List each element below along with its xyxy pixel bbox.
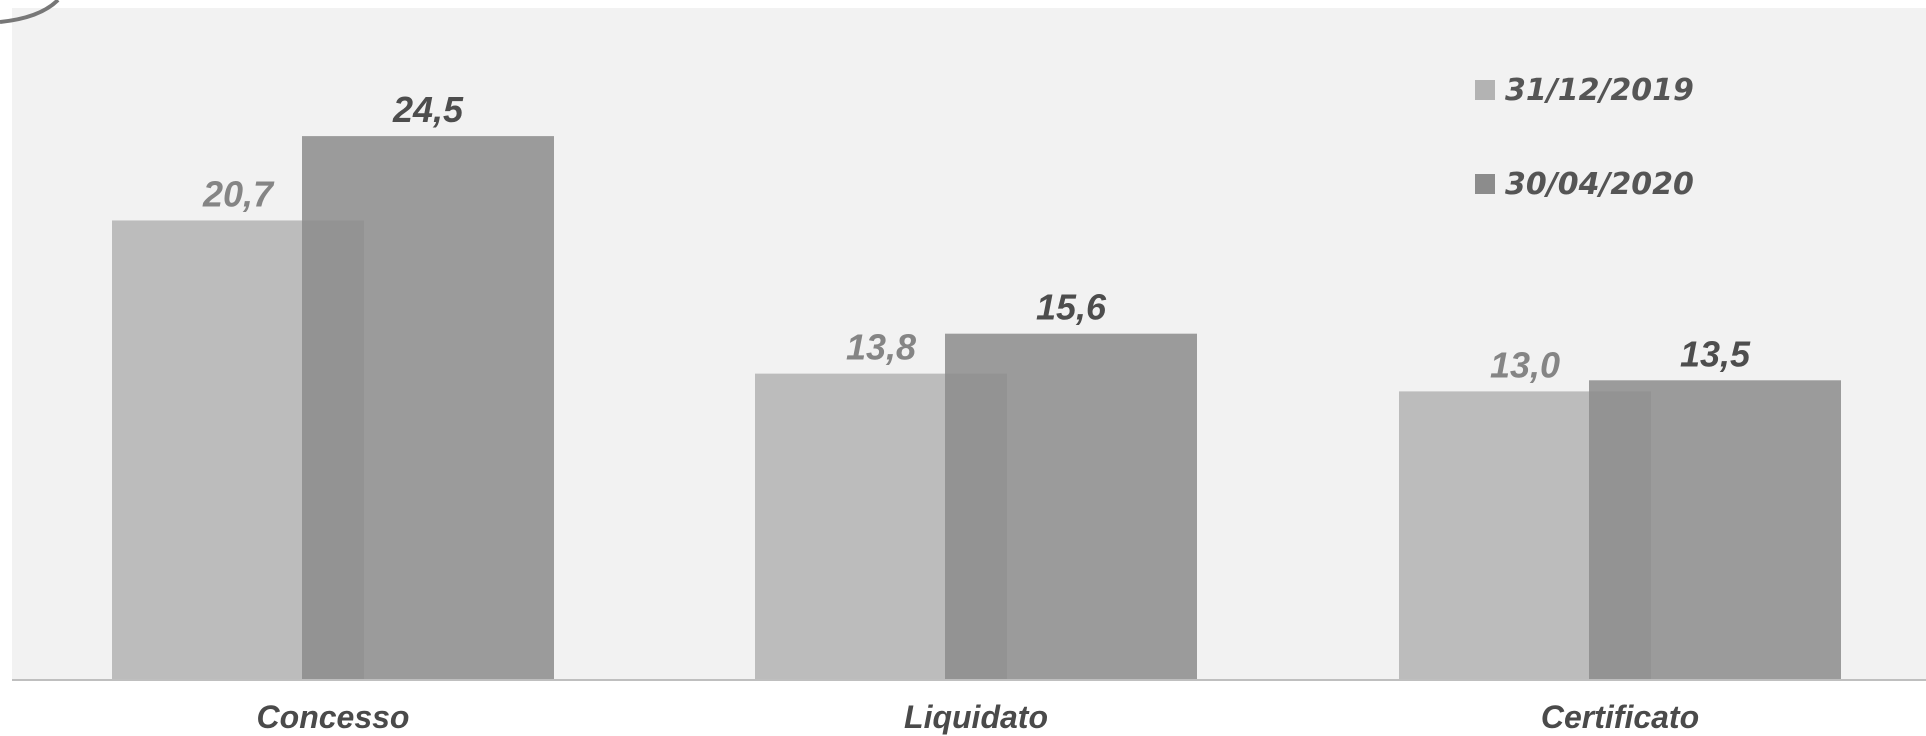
- legend-swatch-series-2: [1475, 174, 1495, 194]
- bars-group: [112, 136, 1841, 681]
- legend-label-series-1: 31/12/2019: [1505, 73, 1694, 108]
- value-label-certificato-series-2: 13,5: [1680, 333, 1751, 374]
- legend-label-series-2: 30/04/2020: [1505, 167, 1694, 202]
- legend-swatch-series-1: [1475, 80, 1495, 100]
- value-label-liquidato-series-2: 15,6: [1036, 287, 1107, 328]
- value-labels-group: 20,7 24,5 13,8 15,6 13,0 13,5: [202, 89, 1751, 385]
- category-label-certificato: Certificato: [1541, 699, 1699, 735]
- legend: 31/12/2019 30/04/2020: [1475, 73, 1694, 202]
- corner-decoration: [0, 0, 60, 24]
- category-label-concesso: Concesso: [257, 699, 410, 735]
- category-label-liquidato: Liquidato: [904, 699, 1048, 735]
- value-label-certificato-series-1: 13,0: [1490, 344, 1560, 385]
- value-label-concesso-series-2: 24,5: [392, 89, 464, 130]
- bar-certificato-series-2: [1589, 380, 1841, 680]
- bar-liquidato-series-2: [945, 333, 1197, 680]
- value-label-liquidato-series-1: 13,8: [846, 327, 916, 368]
- bar-concesso-series-2: [302, 136, 554, 681]
- value-label-concesso-series-1: 20,7: [202, 173, 275, 214]
- category-labels-group: Concesso Liquidato Certificato: [257, 699, 1700, 735]
